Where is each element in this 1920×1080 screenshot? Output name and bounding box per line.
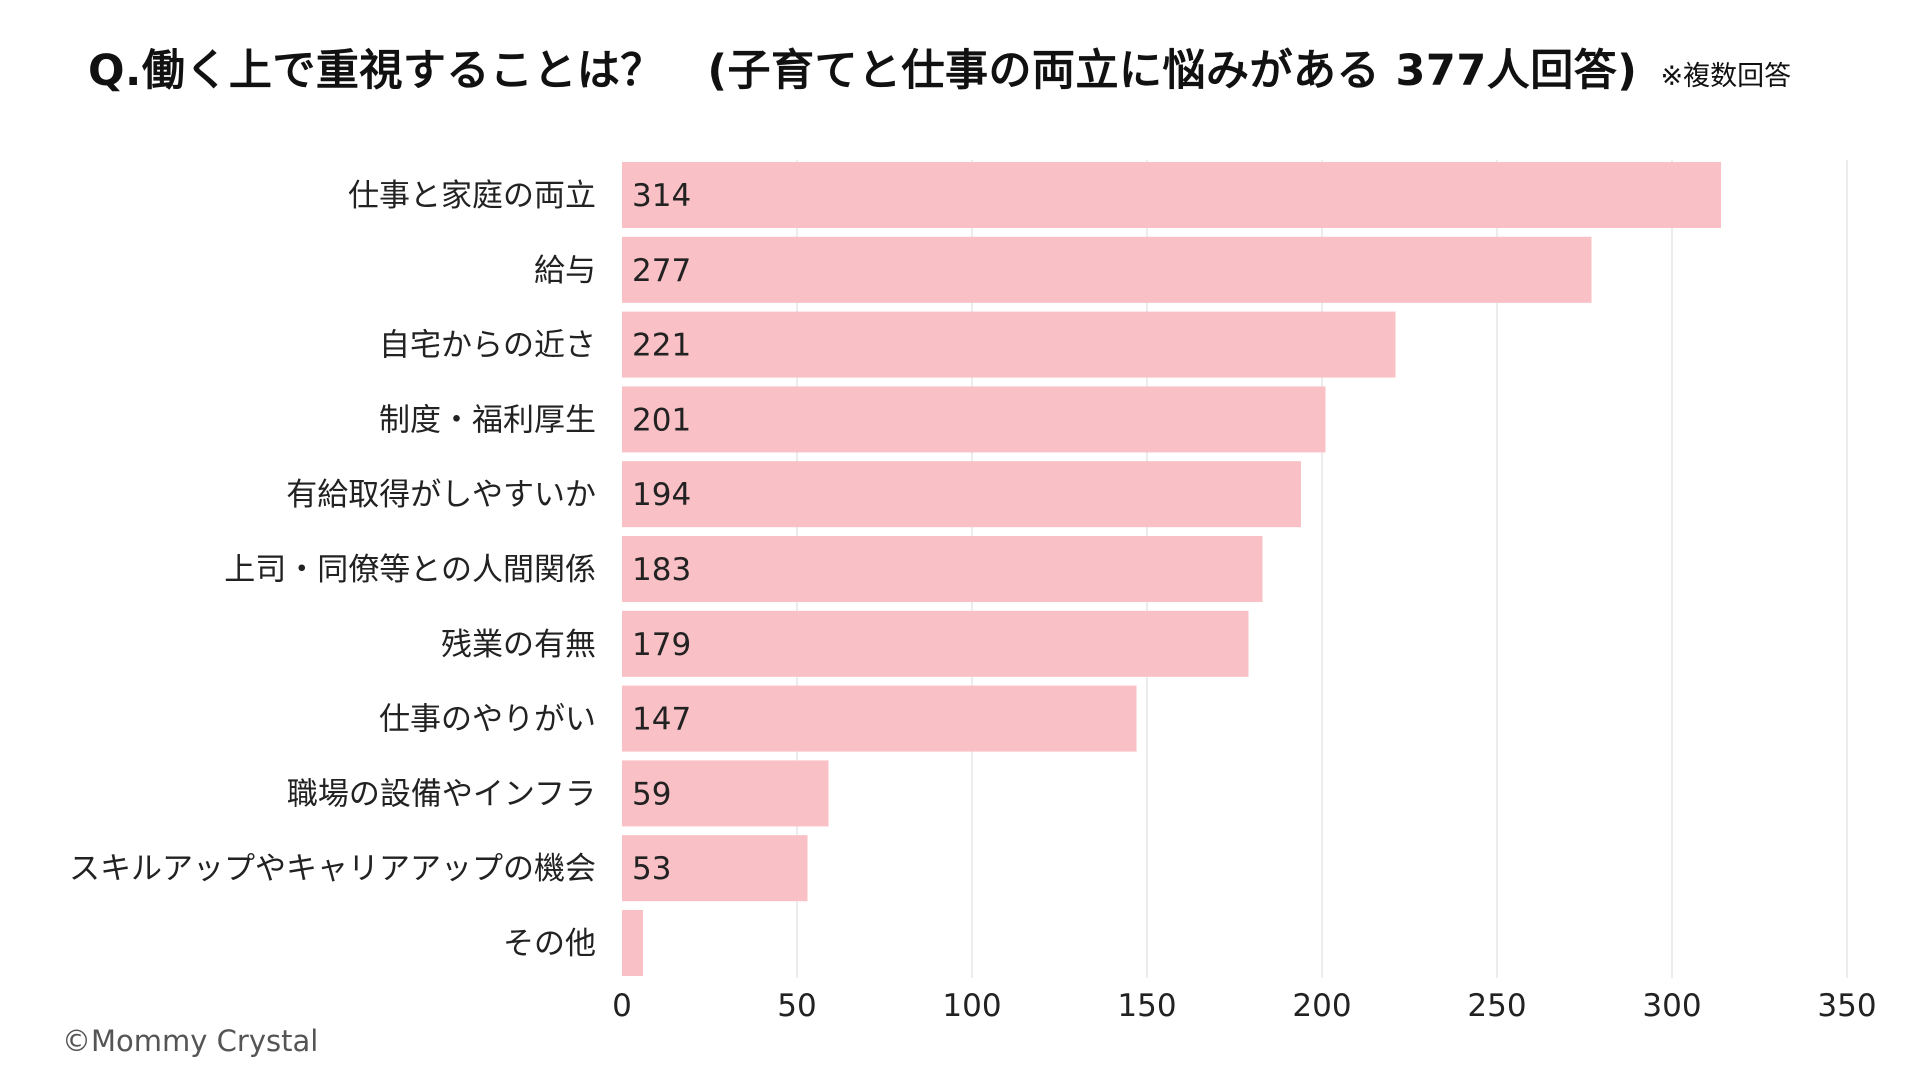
value-label: 183 (632, 552, 691, 588)
x-tick-label: 150 (1117, 988, 1176, 1024)
category-label: 有給取得がしやすいか (286, 477, 596, 513)
bar (622, 236, 1592, 303)
bar (622, 461, 1301, 528)
bar (622, 910, 643, 976)
bar (622, 685, 1137, 752)
bar (622, 835, 808, 902)
category-label: 自宅からの近さ (379, 328, 596, 364)
bar (622, 386, 1326, 453)
category-label: 給与 (534, 253, 596, 289)
category-label: 仕事のやりがい (379, 702, 596, 738)
title-note: ※複数回答 (1660, 61, 1792, 92)
category-label: 残業の有無 (441, 627, 596, 663)
x-tick-label: 200 (1292, 988, 1351, 1024)
value-label: 59 (632, 776, 671, 812)
value-label: 194 (632, 477, 691, 513)
chart-title: Q.働く上で重視することは？ (子育てと仕事の両立に悩みがある 377人回答) (88, 46, 1638, 96)
bar (622, 311, 1396, 378)
copyright-credit: ©Mommy Crystal (62, 1024, 319, 1058)
bar (622, 760, 829, 827)
category-label: 上司・同僚等との人間関係 (224, 552, 596, 588)
category-label: その他 (503, 926, 596, 962)
category-label: スキルアップやキャリアアップの機会 (69, 851, 596, 887)
value-label: 179 (632, 627, 691, 663)
bar (622, 610, 1249, 677)
value-label: 53 (632, 851, 671, 887)
x-tick-label: 0 (612, 988, 632, 1024)
x-tick-label: 100 (942, 988, 1001, 1024)
x-tick-label: 250 (1467, 988, 1526, 1024)
value-label: 314 (632, 178, 691, 214)
x-tick-label: 300 (1642, 988, 1701, 1024)
value-label: 277 (632, 253, 691, 289)
x-tick-label: 50 (777, 988, 816, 1024)
title-row: Q.働く上で重視することは？ (子育てと仕事の両立に悩みがある 377人回答) … (88, 36, 1888, 98)
x-tick-label: 350 (1817, 988, 1876, 1024)
category-label: 職場の設備やインフラ (287, 776, 596, 812)
value-label: 201 (632, 402, 691, 438)
value-label: 147 (632, 702, 691, 738)
bar (622, 536, 1263, 602)
category-label: 仕事と家庭の両立 (348, 178, 596, 214)
value-label: 221 (632, 328, 691, 364)
bar (622, 162, 1721, 228)
category-label: 制度・福利厚生 (379, 402, 596, 438)
